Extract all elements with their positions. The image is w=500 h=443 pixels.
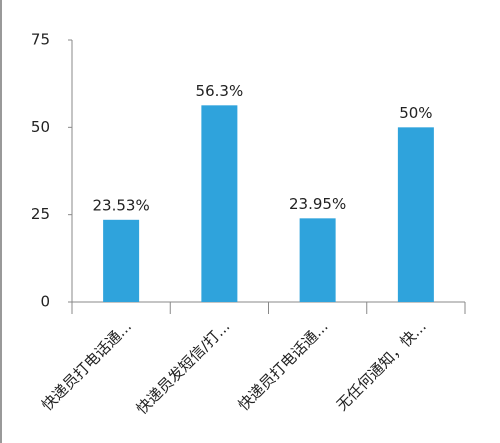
x-tick-label: 快递员打电话通... xyxy=(38,317,135,414)
y-tick-label: 50 xyxy=(31,118,50,136)
y-tick-label: 25 xyxy=(31,205,50,223)
bar xyxy=(201,105,238,302)
data-label: 23.95% xyxy=(289,195,346,213)
y-tick-label: 75 xyxy=(31,31,50,49)
data-label: 56.3% xyxy=(196,82,244,100)
x-tick-label: 快递员发短信/打... xyxy=(133,317,234,418)
x-tick-label: 无任何通知，快... xyxy=(333,317,430,414)
border xyxy=(0,0,2,443)
bar xyxy=(103,219,140,302)
bar xyxy=(299,218,336,302)
data-label: 50% xyxy=(399,104,432,122)
data-label: 23.53% xyxy=(93,196,150,214)
y-tick-label: 0 xyxy=(40,293,50,311)
x-tick-label: 快递员打电话通... xyxy=(235,317,332,414)
bar xyxy=(397,127,434,302)
